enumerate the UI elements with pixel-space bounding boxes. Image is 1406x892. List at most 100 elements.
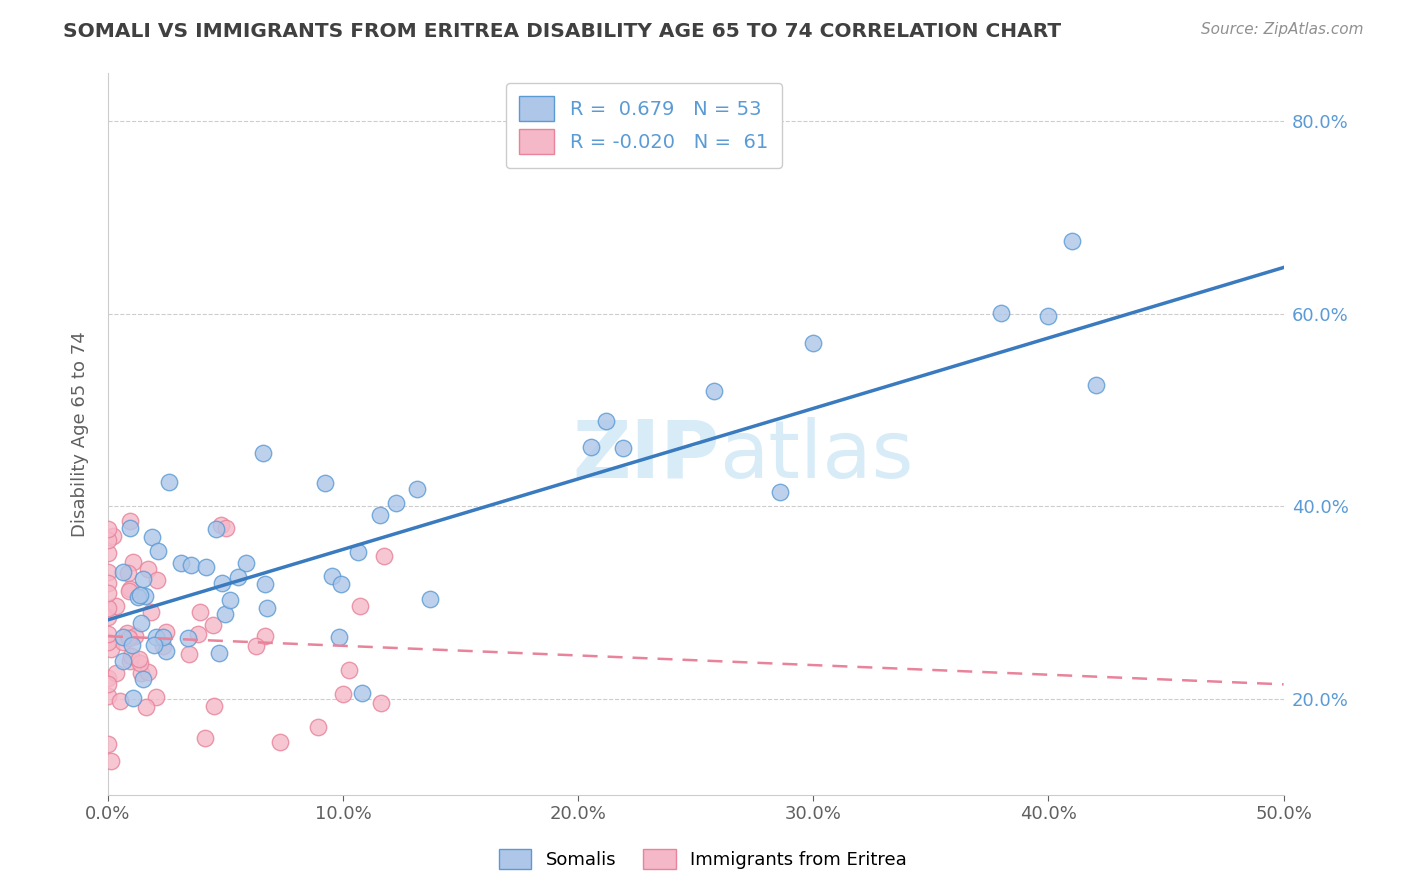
Point bbox=[105, 599, 128, 614]
Point bbox=[124, 629, 146, 643]
Point bbox=[1084, 378, 1107, 392]
Point bbox=[214, 607, 236, 621]
Point bbox=[101, 529, 124, 543]
Point bbox=[118, 631, 141, 645]
Point bbox=[180, 558, 202, 572]
Point bbox=[215, 521, 238, 535]
Point bbox=[321, 569, 343, 583]
Point bbox=[129, 616, 152, 631]
Point bbox=[115, 626, 138, 640]
Point bbox=[155, 624, 177, 639]
Point bbox=[349, 599, 371, 614]
Point bbox=[118, 583, 141, 598]
Point bbox=[97, 521, 120, 535]
Point bbox=[136, 665, 159, 679]
Point bbox=[97, 566, 120, 580]
Point bbox=[97, 737, 120, 751]
Point bbox=[703, 384, 725, 398]
Point bbox=[138, 562, 160, 576]
Point bbox=[105, 665, 128, 680]
Point bbox=[112, 565, 135, 579]
Point bbox=[990, 305, 1012, 319]
Point bbox=[801, 336, 824, 351]
Point bbox=[120, 649, 142, 664]
Point bbox=[122, 554, 145, 568]
Point bbox=[368, 508, 391, 522]
Point bbox=[208, 646, 231, 660]
Point bbox=[129, 656, 152, 670]
Point bbox=[145, 630, 167, 644]
Point bbox=[108, 694, 131, 708]
Point bbox=[177, 647, 200, 661]
Point bbox=[187, 627, 209, 641]
Point bbox=[112, 655, 135, 669]
Point bbox=[132, 672, 155, 686]
Point bbox=[141, 605, 163, 619]
Point bbox=[595, 414, 617, 428]
Point bbox=[118, 521, 141, 535]
Point bbox=[385, 496, 408, 510]
Point bbox=[97, 671, 120, 685]
Point bbox=[157, 475, 180, 489]
Point bbox=[111, 630, 134, 644]
Point bbox=[97, 586, 120, 600]
Point bbox=[127, 591, 149, 605]
Point bbox=[193, 731, 215, 746]
Point bbox=[146, 544, 169, 558]
Point bbox=[1060, 234, 1083, 248]
Point bbox=[97, 601, 120, 615]
Point bbox=[129, 666, 152, 681]
Point bbox=[612, 442, 634, 456]
Point bbox=[211, 576, 233, 591]
Point bbox=[337, 663, 360, 677]
Point bbox=[97, 576, 120, 591]
Point bbox=[122, 690, 145, 705]
Point bbox=[307, 720, 329, 734]
Point bbox=[209, 517, 232, 532]
Point bbox=[152, 639, 174, 653]
Point bbox=[245, 640, 267, 654]
Point bbox=[118, 653, 141, 667]
Point bbox=[314, 475, 336, 490]
Point bbox=[352, 686, 374, 700]
Point bbox=[97, 546, 120, 560]
Y-axis label: Disability Age 65 to 74: Disability Age 65 to 74 bbox=[72, 331, 89, 537]
Point bbox=[254, 577, 277, 591]
Point bbox=[177, 631, 200, 645]
Point bbox=[269, 735, 291, 749]
Text: Source: ZipAtlas.com: Source: ZipAtlas.com bbox=[1201, 22, 1364, 37]
Point bbox=[97, 690, 120, 704]
Point bbox=[373, 549, 395, 563]
Point bbox=[769, 485, 792, 500]
Point bbox=[117, 566, 139, 581]
Point bbox=[195, 559, 218, 574]
Point bbox=[202, 617, 225, 632]
Point bbox=[134, 589, 156, 603]
Text: atlas: atlas bbox=[720, 417, 914, 495]
Point bbox=[120, 514, 142, 528]
Point bbox=[370, 696, 392, 710]
Point bbox=[219, 592, 242, 607]
Point bbox=[252, 446, 274, 460]
Point bbox=[202, 698, 225, 713]
Point bbox=[581, 440, 603, 454]
Point bbox=[332, 687, 354, 701]
Point bbox=[97, 626, 120, 640]
Point bbox=[1038, 309, 1060, 323]
Point bbox=[190, 606, 212, 620]
Point bbox=[100, 642, 122, 657]
Point bbox=[170, 556, 193, 570]
Point bbox=[141, 530, 163, 544]
Point bbox=[330, 577, 353, 591]
Point bbox=[253, 629, 276, 643]
Point bbox=[97, 609, 120, 624]
Point bbox=[118, 582, 141, 596]
Point bbox=[152, 630, 174, 644]
Point bbox=[350, 797, 373, 812]
Point bbox=[406, 482, 429, 496]
Point bbox=[112, 634, 135, 648]
Point bbox=[104, 797, 127, 812]
Point bbox=[132, 572, 155, 586]
Point bbox=[142, 638, 165, 652]
Point bbox=[135, 700, 157, 714]
